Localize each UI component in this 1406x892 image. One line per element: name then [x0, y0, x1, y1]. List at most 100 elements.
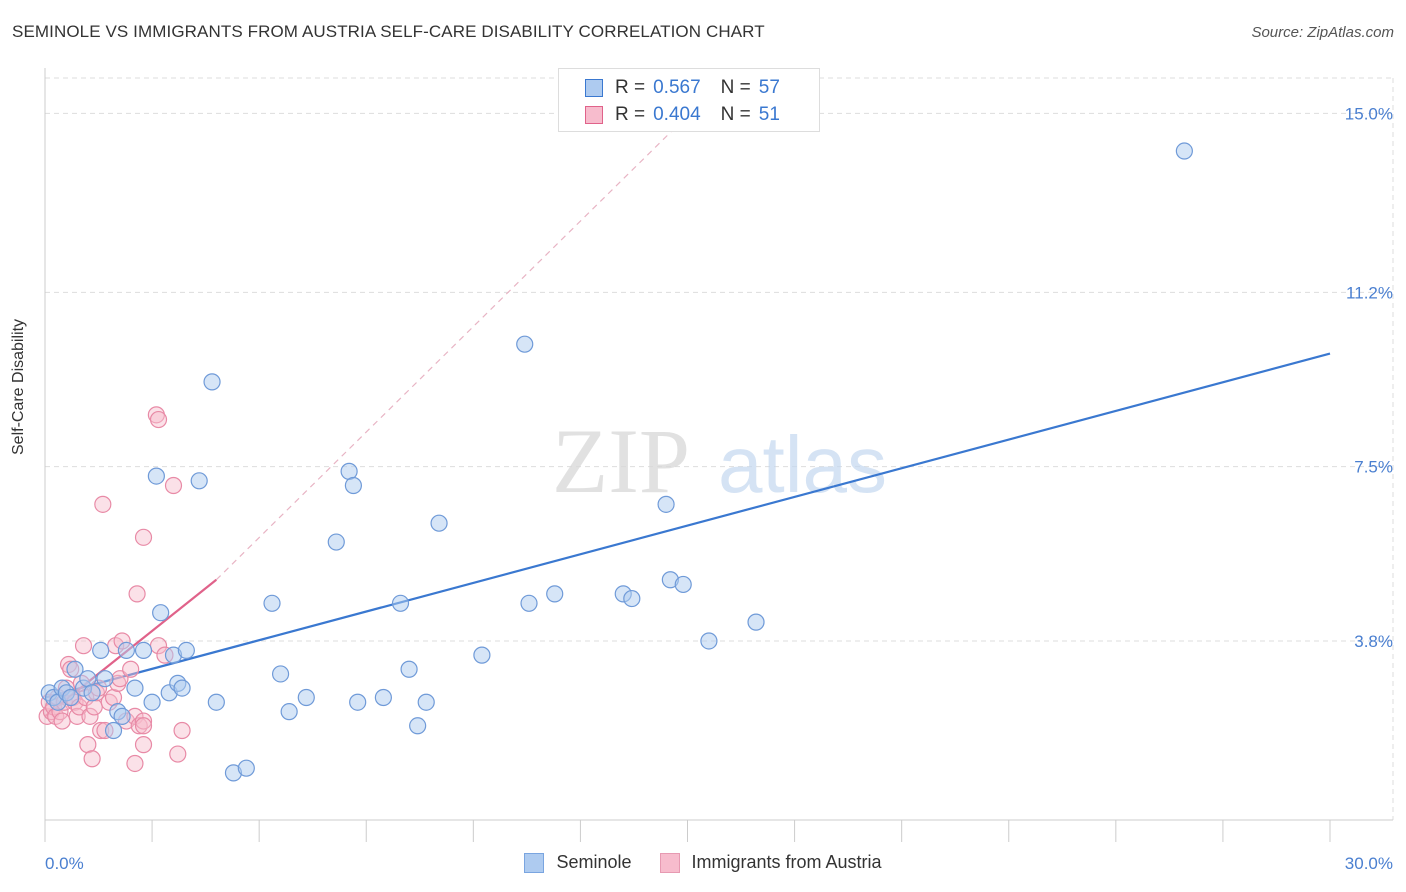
seminole-point: [113, 707, 131, 725]
x-tick-label: 0.0%: [45, 854, 84, 873]
gridlines: [45, 77, 1395, 820]
seminole-point: [83, 684, 101, 702]
y-tick-label: 3.8%: [1354, 632, 1393, 651]
y-axis-label: Self-Care Disability: [10, 318, 27, 455]
austria-point: [85, 698, 103, 716]
austria-trend-extension: [215, 94, 710, 581]
bottom-legend-label: Immigrants from Austria: [691, 852, 882, 872]
seminole-point: [297, 688, 315, 707]
watermark-zip: ZIP: [552, 410, 690, 512]
seminole-point: [62, 688, 80, 707]
bottom-legend-seminole: Seminole: [524, 852, 632, 873]
seminole-point: [263, 594, 281, 612]
seminole-point: [152, 604, 170, 622]
axes: [44, 68, 1393, 842]
source-label: Source: ZipAtlas.com: [1251, 24, 1394, 41]
seminole-point: [344, 476, 362, 495]
seminole-point: [340, 462, 358, 480]
bottom-legend: Seminole Immigrants from Austria: [0, 852, 1406, 873]
bottom-legend-label: Seminole: [556, 852, 632, 872]
legend-n-label: N =: [720, 104, 751, 125]
austria-point: [128, 585, 146, 603]
seminole-point: [280, 703, 298, 721]
austria-point: [164, 476, 183, 495]
seminole-point: [657, 495, 675, 513]
seminole-point: [117, 641, 135, 660]
seminole-point: [177, 641, 195, 660]
austria-point: [149, 410, 168, 429]
tick-labels: 3.8% 7.5% 11.2% 15.0% 0.0% 30.0%: [45, 104, 1393, 873]
austria-point: [81, 707, 99, 725]
austria-point: [74, 637, 93, 655]
seminole-point: [271, 665, 290, 683]
austria-point: [94, 495, 112, 513]
chart-title: SEMINOLE VS IMMIGRANTS FROM AUSTRIA SELF…: [12, 22, 765, 41]
seminole-point: [126, 679, 144, 697]
legend-r-value: 0.567: [653, 77, 701, 98]
seminole-point: [674, 575, 692, 594]
bottom-legend-swatch-blue: [524, 852, 545, 873]
austria-point: [53, 712, 71, 730]
legend-n-label: N =: [720, 77, 751, 98]
seminole-point: [237, 759, 255, 777]
x-tick-label: 30.0%: [1345, 854, 1393, 873]
austria-point: [134, 736, 153, 754]
seminole-point: [92, 641, 110, 660]
legend-row-seminole: R = 0.567 N = 57: [585, 76, 780, 100]
seminole-point: [623, 589, 641, 608]
legend-swatch-pink: [585, 106, 603, 124]
seminole-point: [400, 660, 418, 678]
series-seminole-points: [40, 142, 1193, 782]
bottom-legend-swatch-pink: [659, 852, 680, 873]
seminole-point: [516, 335, 534, 353]
seminole-point: [417, 693, 435, 711]
seminole-point: [327, 533, 345, 551]
seminole-point: [79, 670, 97, 688]
seminole-point: [409, 717, 427, 735]
legend-r-label: R =: [615, 104, 646, 125]
seminole-point: [66, 660, 84, 678]
austria-point: [83, 750, 101, 768]
seminole-point: [104, 721, 123, 740]
seminole-point: [430, 514, 448, 532]
y-tick-label: 15.0%: [1345, 104, 1393, 123]
seminole-point: [747, 613, 765, 631]
austria-point: [134, 712, 153, 730]
y-tick-label: 11.2%: [1346, 283, 1393, 302]
seminole-point: [134, 641, 153, 660]
austria-point: [134, 717, 153, 735]
seminole-trend-line: [44, 352, 1331, 699]
seminole-point: [173, 679, 191, 697]
legend: R = 0.567 N = 57 R = 0.404 N = 51: [558, 68, 820, 132]
bottom-legend-austria: Immigrants from Austria: [659, 852, 882, 873]
legend-r-value: 0.404: [653, 104, 701, 125]
seminole-point: [143, 693, 161, 711]
seminole-point: [700, 632, 718, 650]
austria-point: [169, 745, 187, 763]
seminole-point: [520, 594, 538, 612]
seminole-point: [96, 670, 114, 688]
austria-point: [79, 736, 97, 754]
legend-n-value: 57: [758, 77, 780, 98]
austria-point: [122, 660, 140, 678]
austria-point: [126, 754, 144, 773]
trend-lines: [44, 94, 1331, 718]
legend-swatch-blue: [585, 79, 603, 97]
seminole-point: [546, 585, 564, 603]
seminole-point: [1175, 142, 1193, 160]
austria-point: [173, 721, 191, 740]
legend-row-austria: R = 0.404 N = 51: [585, 103, 780, 127]
legend-n-value: 51: [758, 104, 780, 125]
seminole-point: [473, 646, 491, 664]
austria-point: [104, 688, 123, 707]
seminole-point: [374, 688, 392, 707]
seminole-point: [147, 467, 165, 485]
y-tick-label: 7.5%: [1354, 458, 1393, 477]
seminole-point: [190, 472, 208, 490]
austria-point: [134, 528, 153, 546]
seminole-point: [207, 693, 225, 711]
seminole-point: [391, 594, 410, 612]
seminole-point: [349, 693, 367, 711]
legend-r-label: R =: [615, 77, 646, 98]
